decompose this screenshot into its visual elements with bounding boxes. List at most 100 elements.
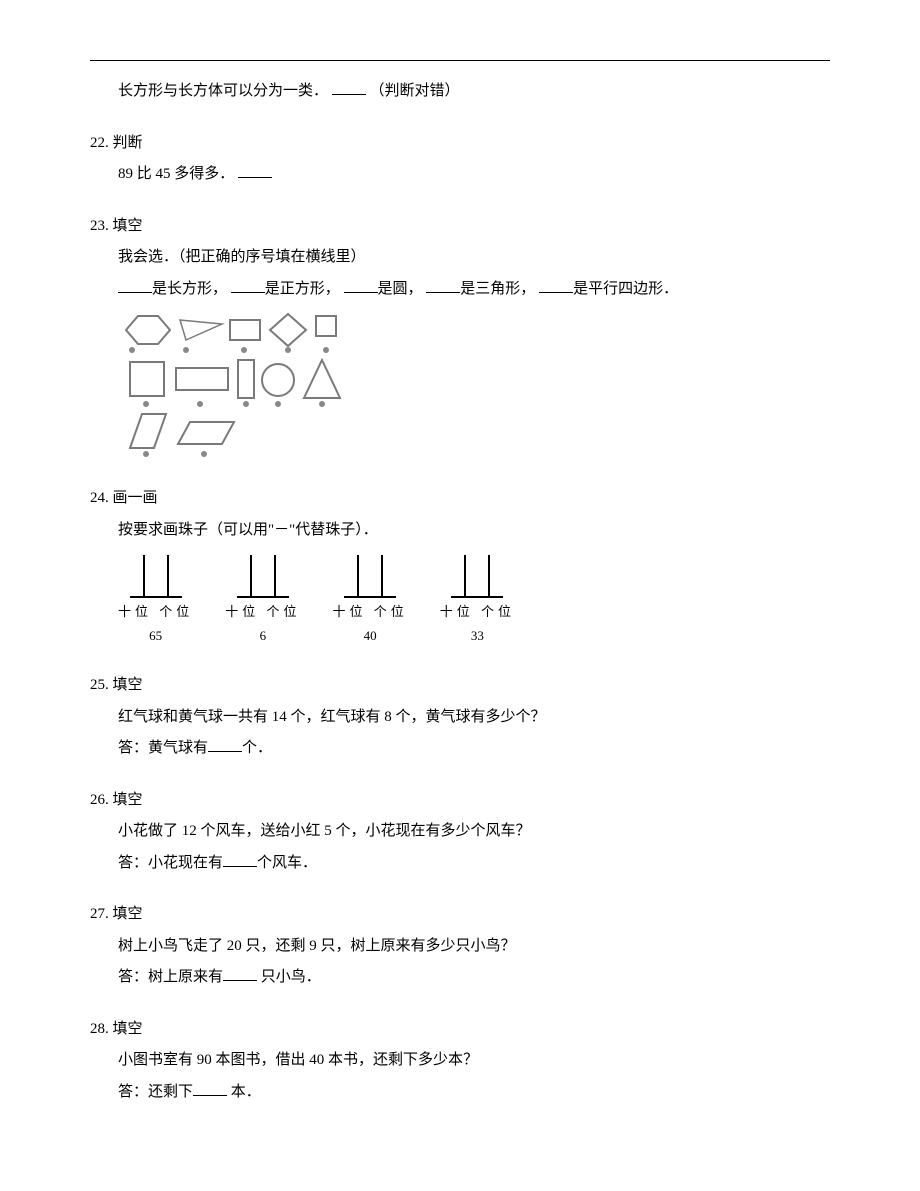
q23-type: 填空 <box>113 218 143 234</box>
question-23: 23. 填空 我会选．（把正确的序号填在横线里） 是长方形， 是正方形， 是圆，… <box>90 214 830 461</box>
q23-f2: 是正方形， <box>265 281 340 297</box>
q26-pre: 答：小花现在有 <box>118 855 223 871</box>
question-25: 25. 填空 红气球和黄气球一共有 14 个，红气球有 8 个，黄气球有多少个？… <box>90 673 830 762</box>
q27-ans: 答：树上原来有 只小鸟． <box>118 965 830 991</box>
q21-paren: （判断对错） <box>370 83 460 99</box>
q25-ans: 答：黄气球有 个． <box>118 736 830 762</box>
abacus-1: 十位 个位 65 <box>118 551 193 647</box>
q23-blank-2[interactable] <box>231 277 265 293</box>
q21-line: 长方形与长方体可以分为一类． （判断对错） <box>118 79 830 105</box>
q23-f5: 是平行四边形． <box>573 281 678 297</box>
q28-line: 小图书室有 90 本图书，借出 40 本书，还剩下多少本？ <box>118 1048 830 1074</box>
abacus-row: 十位 个位 65 十位 个位 6 十位 个位 40 <box>118 551 830 647</box>
q26-head: 26. 填空 <box>90 788 830 814</box>
small-square-icon <box>316 316 336 336</box>
q28-blank[interactable] <box>193 1080 227 1096</box>
q22-type: 判断 <box>113 135 143 151</box>
q28-pre: 答：还剩下 <box>118 1084 193 1100</box>
abacus-4: 十位 个位 33 <box>440 551 515 647</box>
q21-text: 长方形与长方体可以分为一类． <box>118 83 328 99</box>
abacus-2: 十位 个位 6 <box>225 551 300 647</box>
q22-text: 89 比 45 多得多． <box>118 166 234 182</box>
abacus-3-label: 十位 个位 <box>333 601 408 623</box>
q27-num: 27. <box>90 906 109 922</box>
q24-num: 24. <box>90 490 109 506</box>
abacus-4-num: 33 <box>471 625 484 647</box>
q28-type: 填空 <box>113 1021 143 1037</box>
q25-post: 个． <box>242 740 272 756</box>
q25-blank[interactable] <box>208 736 242 752</box>
abacus-3-num: 40 <box>364 625 377 647</box>
triangle-icon <box>304 360 340 398</box>
q23-f4: 是三角形， <box>460 281 535 297</box>
q21-blank[interactable] <box>332 79 366 95</box>
abacus-svg-4 <box>447 551 507 599</box>
page-content: 长方形与长方体可以分为一类． （判断对错） 22. 判断 89 比 45 多得多… <box>90 60 830 1105</box>
long-rect-icon <box>176 368 228 390</box>
q23-blank-3[interactable] <box>344 277 378 293</box>
square-icon <box>130 362 164 396</box>
abacus-1-num: 65 <box>149 625 162 647</box>
q23-num: 23. <box>90 218 109 234</box>
q28-ans: 答：还剩下 本． <box>118 1080 830 1106</box>
q22-num: 22. <box>90 135 109 151</box>
q26-type: 填空 <box>113 792 143 808</box>
q25-line: 红气球和黄气球一共有 14 个，红气球有 8 个，黄气球有多少个？ <box>118 705 830 731</box>
question-22: 22. 判断 89 比 45 多得多． <box>90 131 830 188</box>
q24-head: 24. 画一画 <box>90 486 830 512</box>
question-28: 28. 填空 小图书室有 90 本图书，借出 40 本书，还剩下多少本？ 答：还… <box>90 1017 830 1106</box>
q22-body: 89 比 45 多得多． <box>118 162 830 188</box>
q27-line: 树上小鸟飞走了 20 只，还剩 9 只，树上原来有多少只小鸟？ <box>118 934 830 960</box>
q23-blank-5[interactable] <box>539 277 573 293</box>
q23-f1: 是长方形， <box>152 281 227 297</box>
circle-icon <box>262 364 294 396</box>
abacus-4-label: 十位 个位 <box>440 601 515 623</box>
shapes-svg <box>118 310 378 460</box>
q25-head: 25. 填空 <box>90 673 830 699</box>
q23-blank-1[interactable] <box>118 277 152 293</box>
q22-head: 22. 判断 <box>90 131 830 157</box>
hexagon-icon <box>126 316 170 344</box>
q28-num: 28. <box>90 1021 109 1037</box>
question-21-cont: 长方形与长方体可以分为一类． （判断对错） <box>90 79 830 105</box>
abacus-svg-3 <box>340 551 400 599</box>
q25-type: 填空 <box>113 677 143 693</box>
q25-pre: 答：黄气球有 <box>118 740 208 756</box>
abacus-2-num: 6 <box>260 625 267 647</box>
parallelogram-tall-icon <box>130 414 166 448</box>
q23-f3: 是圆， <box>378 281 423 297</box>
q22-blank[interactable] <box>238 162 272 178</box>
q26-post: 个风车． <box>257 855 317 871</box>
q27-head: 27. 填空 <box>90 902 830 928</box>
question-27: 27. 填空 树上小鸟飞走了 20 只，还剩 9 只，树上原来有多少只小鸟？ 答… <box>90 902 830 991</box>
q28-head: 28. 填空 <box>90 1017 830 1043</box>
parallelogram-flat-icon <box>178 422 234 444</box>
q27-post: 只小鸟． <box>257 969 321 985</box>
abacus-3: 十位 个位 40 <box>333 551 408 647</box>
tall-rect-icon <box>238 360 254 398</box>
abacus-1-label: 十位 个位 <box>118 601 193 623</box>
q27-pre: 答：树上原来有 <box>118 969 223 985</box>
q27-blank[interactable] <box>223 965 257 981</box>
thin-triangle-icon <box>180 320 222 340</box>
question-24: 24. 画一画 按要求画珠子（可以用"－"代替珠子）． 十位 个位 65 <box>90 486 830 647</box>
q23-line2: 是长方形， 是正方形， 是圆， 是三角形， 是平行四边形． <box>118 277 830 303</box>
q26-ans: 答：小花现在有 个风车． <box>118 851 830 877</box>
q23-head: 23. 填空 <box>90 214 830 240</box>
q24-type: 画一画 <box>113 490 158 506</box>
small-rect-icon <box>230 320 260 340</box>
q23-line1: 我会选．（把正确的序号填在横线里） <box>118 245 830 271</box>
q25-num: 25. <box>90 677 109 693</box>
abacus-svg-2 <box>233 551 293 599</box>
abacus-svg-1 <box>126 551 186 599</box>
q27-type: 填空 <box>113 906 143 922</box>
q26-num: 26. <box>90 792 109 808</box>
q24-line: 按要求画珠子（可以用"－"代替珠子）． <box>118 518 830 544</box>
q26-line: 小花做了 12 个风车，送给小红 5 个，小花现在有多少个风车？ <box>118 819 830 845</box>
abacus-2-label: 十位 个位 <box>225 601 300 623</box>
q23-shapes <box>118 310 830 460</box>
q28-post: 本． <box>227 1084 261 1100</box>
question-26: 26. 填空 小花做了 12 个风车，送给小红 5 个，小花现在有多少个风车？ … <box>90 788 830 877</box>
q23-blank-4[interactable] <box>426 277 460 293</box>
q26-blank[interactable] <box>223 851 257 867</box>
